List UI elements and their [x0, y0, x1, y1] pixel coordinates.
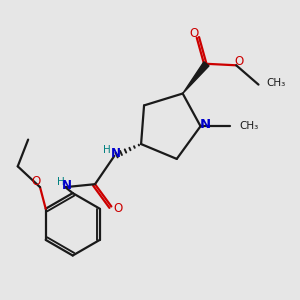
Text: H: H: [57, 177, 65, 187]
Text: O: O: [32, 175, 41, 188]
Text: N: N: [111, 147, 121, 160]
Text: H: H: [103, 145, 111, 155]
Text: CH₃: CH₃: [267, 78, 286, 88]
Text: N: N: [62, 179, 72, 192]
Text: N: N: [200, 118, 211, 131]
Text: O: O: [189, 27, 198, 40]
Polygon shape: [183, 62, 209, 94]
Text: CH₃: CH₃: [240, 121, 259, 131]
Text: O: O: [113, 202, 122, 215]
Text: O: O: [234, 55, 243, 68]
